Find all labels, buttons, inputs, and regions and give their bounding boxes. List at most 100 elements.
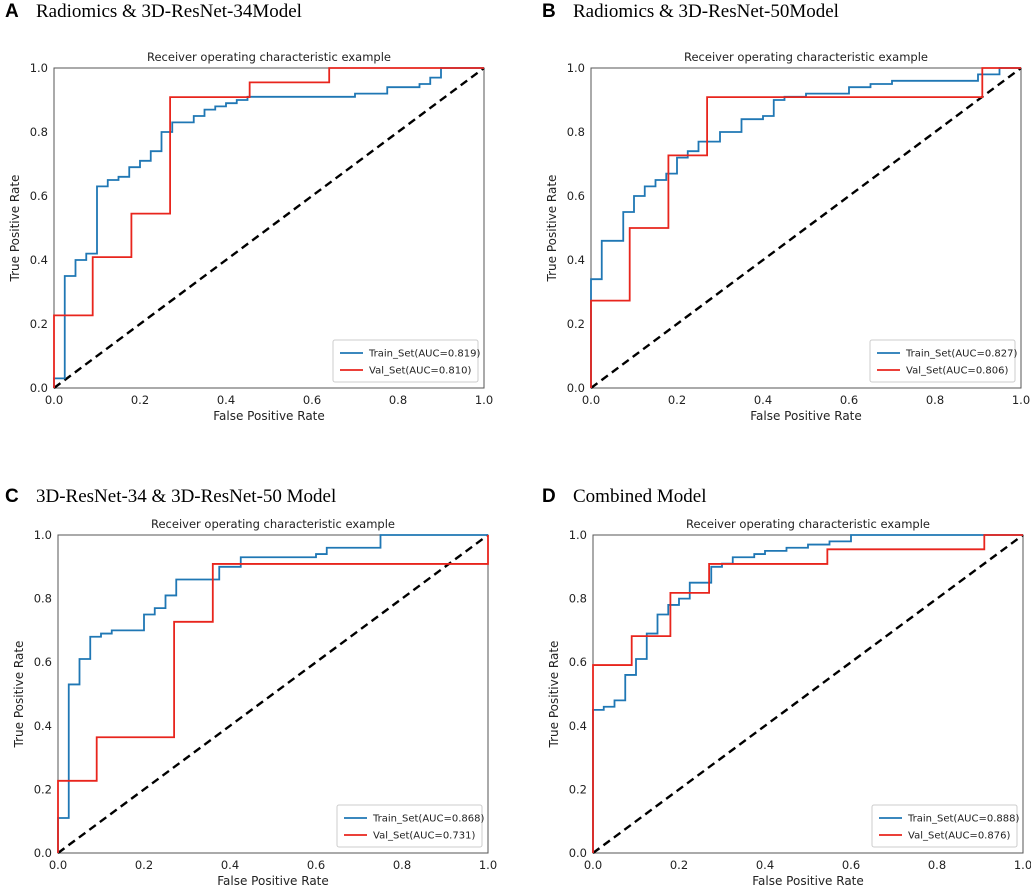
legend-label: Val_Set(AUC=0.731) bbox=[373, 831, 475, 842]
x-tick-label: 0.2 bbox=[668, 393, 686, 407]
plot-title: Receiver operating characteristic exampl… bbox=[684, 50, 928, 64]
panel-title: Radiomics & 3D-ResNet-34Model bbox=[36, 1, 302, 22]
x-axis-label: False Positive Rate bbox=[750, 409, 862, 423]
chance-diagonal-line bbox=[590, 67, 1022, 389]
x-tick-label: 0.6 bbox=[303, 393, 321, 407]
panel-d: D Combined Model Receiver operating charac… bbox=[542, 486, 1031, 888]
y-tick-label: 0.4 bbox=[567, 253, 585, 267]
y-tick-label: 1.0 bbox=[567, 61, 585, 75]
y-tick-label: 0.0 bbox=[567, 381, 585, 395]
legend-label: Train_Set(AUC=0.827) bbox=[905, 349, 1017, 360]
panel-letter: B bbox=[542, 1, 556, 22]
x-axis-label: False Positive Rate bbox=[213, 409, 325, 423]
x-tick-label: 0.8 bbox=[928, 858, 946, 872]
legend-label: Val_Set(AUC=0.810) bbox=[369, 366, 471, 377]
y-tick-label: 0.0 bbox=[30, 381, 48, 395]
axes-frame bbox=[590, 67, 1022, 389]
chance-diagonal-line bbox=[53, 67, 485, 389]
y-tick-label: 0.8 bbox=[34, 592, 52, 606]
x-tick-label: 1.0 bbox=[1012, 393, 1030, 407]
train-roc-line bbox=[53, 67, 484, 388]
x-tick-label: 0.8 bbox=[389, 393, 407, 407]
x-tick-label: 0.4 bbox=[217, 393, 235, 407]
x-axis-label: False Positive Rate bbox=[752, 874, 864, 888]
val-roc-line bbox=[57, 535, 489, 853]
panel-title: Radiomics & 3D-ResNet-50Model bbox=[573, 1, 839, 22]
plot-title: Receiver operating characteristic exampl… bbox=[151, 517, 395, 531]
x-tick-label: 0.0 bbox=[49, 858, 67, 872]
legend-label: Train_Set(AUC=0.819) bbox=[368, 349, 480, 360]
panel-letter: C bbox=[5, 486, 19, 507]
plot-title: Receiver operating characteristic exampl… bbox=[147, 50, 391, 64]
x-tick-label: 0.8 bbox=[926, 393, 944, 407]
y-tick-label: 0.4 bbox=[569, 719, 587, 733]
x-tick-label: 1.0 bbox=[475, 393, 493, 407]
y-axis-label: True Positive Rate bbox=[547, 641, 561, 749]
x-tick-label: 0.0 bbox=[45, 393, 63, 407]
y-tick-label: 0.2 bbox=[569, 782, 587, 796]
plot-title: Receiver operating characteristic exampl… bbox=[686, 517, 930, 531]
panel-a: A Radiomics & 3D-ResNet-34Model Receiver o… bbox=[5, 1, 493, 423]
x-tick-label: 0.0 bbox=[584, 858, 602, 872]
y-tick-label: 0.6 bbox=[34, 655, 52, 669]
y-tick-label: 0.8 bbox=[30, 125, 48, 139]
y-tick-label: 0.4 bbox=[30, 253, 48, 267]
x-tick-label: 1.0 bbox=[1014, 858, 1031, 872]
y-axis-label: True Positive Rate bbox=[12, 641, 26, 749]
y-tick-label: 1.0 bbox=[34, 528, 52, 542]
plot-area bbox=[590, 67, 1022, 389]
y-tick-label: 1.0 bbox=[569, 528, 587, 542]
y-axis-label: True Positive Rate bbox=[545, 175, 559, 283]
chance-diagonal-line bbox=[57, 534, 489, 854]
y-tick-label: 0.8 bbox=[567, 125, 585, 139]
legend-box bbox=[871, 804, 1018, 848]
plot-area bbox=[53, 67, 485, 389]
y-tick-label: 0.8 bbox=[569, 592, 587, 606]
y-tick-label: 0.6 bbox=[569, 655, 587, 669]
train-roc-line bbox=[592, 534, 1023, 853]
train-roc-line bbox=[590, 67, 1021, 388]
y-tick-label: 0.2 bbox=[30, 317, 48, 331]
panel-letter: A bbox=[5, 1, 19, 22]
x-tick-label: 0.2 bbox=[135, 858, 153, 872]
axes-frame bbox=[53, 67, 485, 389]
panel-letter: D bbox=[542, 486, 556, 507]
legend-box bbox=[869, 339, 1016, 383]
legend-box bbox=[332, 339, 479, 383]
y-tick-label: 0.6 bbox=[30, 189, 48, 203]
x-tick-label: 0.0 bbox=[582, 393, 600, 407]
legend-label: Train_Set(AUC=0.868) bbox=[372, 814, 484, 825]
x-tick-label: 0.2 bbox=[670, 858, 688, 872]
panel-c: C 3D-ResNet-34 & 3D-ResNet-50 Model Receiv… bbox=[5, 486, 497, 888]
train-roc-line bbox=[57, 534, 488, 853]
x-axis-label: False Positive Rate bbox=[217, 874, 329, 888]
chance-diagonal-line bbox=[592, 534, 1024, 854]
x-tick-label: 0.2 bbox=[131, 393, 149, 407]
panel-b: B Radiomics & 3D-ResNet-50Model Receiver o… bbox=[542, 1, 1030, 423]
y-axis-label: True Positive Rate bbox=[8, 175, 22, 283]
x-tick-label: 0.6 bbox=[307, 858, 325, 872]
x-tick-label: 0.4 bbox=[221, 858, 239, 872]
x-tick-label: 0.6 bbox=[842, 858, 860, 872]
panel-title: Combined Model bbox=[573, 486, 707, 507]
y-tick-label: 0.2 bbox=[34, 782, 52, 796]
y-tick-label: 0.4 bbox=[34, 719, 52, 733]
x-tick-label: 0.6 bbox=[840, 393, 858, 407]
legend-box bbox=[336, 804, 483, 848]
y-tick-label: 0.0 bbox=[34, 846, 52, 860]
axes-frame bbox=[57, 534, 489, 854]
y-tick-label: 1.0 bbox=[30, 61, 48, 75]
y-tick-label: 0.6 bbox=[567, 189, 585, 203]
y-tick-label: 0.2 bbox=[567, 317, 585, 331]
x-tick-label: 0.8 bbox=[393, 858, 411, 872]
legend-label: Val_Set(AUC=0.806) bbox=[906, 366, 1008, 377]
x-tick-label: 0.4 bbox=[754, 393, 772, 407]
y-tick-label: 0.0 bbox=[569, 846, 587, 860]
legend-label: Val_Set(AUC=0.876) bbox=[908, 831, 1010, 842]
panel-title: 3D-ResNet-34 & 3D-ResNet-50 Model bbox=[36, 486, 336, 507]
x-tick-label: 0.4 bbox=[756, 858, 774, 872]
x-tick-label: 1.0 bbox=[479, 858, 497, 872]
legend-label: Train_Set(AUC=0.888) bbox=[907, 814, 1019, 825]
plot-area bbox=[592, 534, 1024, 854]
